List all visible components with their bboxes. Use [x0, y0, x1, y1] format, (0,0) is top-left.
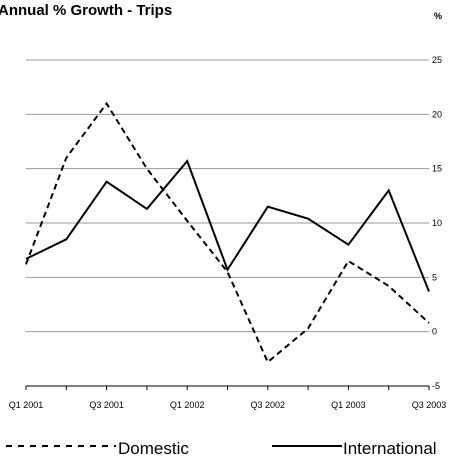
x-tick-label: Q1 2003 — [331, 400, 366, 410]
legend-label-domestic: Domestic — [118, 439, 189, 458]
y-tick-label: 15 — [432, 164, 442, 174]
x-tick-label: Q1 2002 — [170, 400, 205, 410]
y-axis-ticks: 25 20 15 10 5 0 -5 — [432, 55, 442, 391]
x-tick-label: Q3 2001 — [89, 400, 124, 410]
legend: Domestic International — [6, 439, 437, 458]
legend-label-international: International — [343, 439, 437, 458]
series-line-domestic — [25, 101, 430, 364]
y-tick-label: -5 — [432, 381, 440, 391]
y-tick-label: 25 — [432, 55, 442, 65]
y-tick-label: 20 — [432, 109, 442, 119]
series-line-international — [25, 159, 430, 292]
series-lines — [25, 101, 430, 364]
x-tick-label: Q3 2002 — [251, 400, 286, 410]
y-tick-label: 0 — [432, 327, 437, 337]
x-tick-label: Q1 2001 — [9, 400, 44, 410]
x-tick-label: Q3 2003 — [412, 400, 447, 410]
y-tick-label: 5 — [432, 272, 437, 282]
gridlines — [26, 59, 429, 333]
y-unit-label: % — [434, 11, 442, 21]
x-axis-ticks: Q1 2001 Q3 2001 Q1 2002 Q3 2002 Q1 2003 Q3 20… — [9, 386, 447, 410]
chart-title: Annual % Growth - Trips — [0, 2, 172, 19]
y-tick-label: 10 — [432, 218, 442, 228]
